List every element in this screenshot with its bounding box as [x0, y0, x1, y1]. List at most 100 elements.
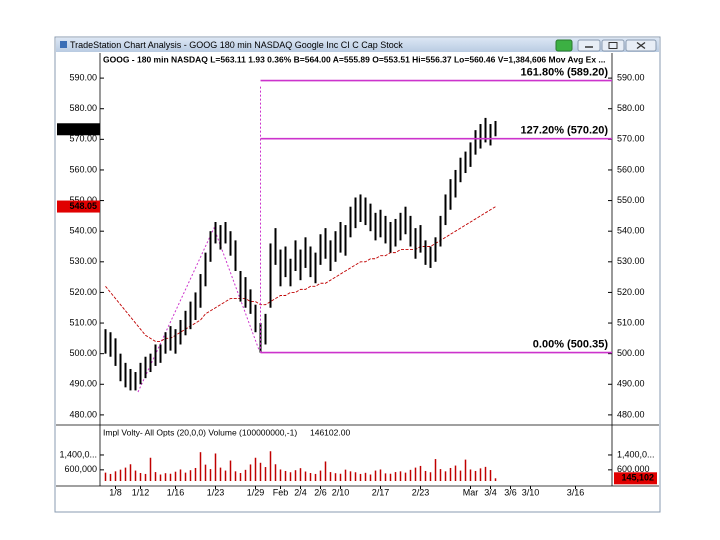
y-tick-label-left: 490.00	[69, 379, 97, 389]
volume-bar	[414, 467, 417, 481]
volume-bar	[259, 462, 262, 481]
y-tick-label-left: 520.00	[69, 287, 97, 297]
volume-bar	[419, 465, 422, 481]
y-tick-label-right: 590.00	[617, 72, 645, 82]
volume-bar	[484, 466, 487, 481]
volume-bar	[169, 473, 172, 481]
x-tick-label: 1/23	[207, 487, 225, 497]
volume-bar	[239, 473, 242, 481]
x-tick-label: 2/10	[332, 487, 350, 497]
volume-bar	[439, 469, 442, 481]
volume-bar	[334, 473, 337, 481]
x-tick-label: 1/12	[132, 487, 150, 497]
volume-bar	[189, 470, 192, 481]
volume-bar	[389, 473, 392, 481]
volume-header-value: 146102.00	[310, 427, 350, 437]
y-tick-label-right: 500.00	[617, 348, 645, 358]
volume-bar	[364, 472, 367, 481]
volume-bar	[204, 464, 207, 481]
volume-bar	[479, 468, 482, 481]
volume-bar	[449, 467, 452, 481]
x-tick-label: 1/29	[247, 487, 265, 497]
x-tick-label: 3/10	[522, 487, 540, 497]
volume-bar	[369, 474, 372, 481]
volume-bar	[249, 464, 252, 481]
volume-bar	[209, 469, 212, 481]
last-price-label: 573.29	[69, 124, 97, 134]
x-tick-label: 3/4	[484, 487, 497, 497]
x-tick-label: Mar	[463, 487, 479, 497]
volume-bar	[149, 457, 152, 481]
x-tick-label: 1/16	[167, 487, 185, 497]
x-tick-label: 1/8	[109, 487, 122, 497]
title-bar	[56, 38, 659, 52]
maximize-icon	[608, 42, 618, 49]
volume-bar	[489, 470, 492, 481]
volume-bar	[314, 473, 317, 481]
y-tick-label-left: 540.00	[69, 226, 97, 236]
volume-bar	[199, 452, 202, 481]
volume-bar	[459, 470, 462, 481]
x-tick-label: 3/16	[567, 487, 585, 497]
volume-bar	[194, 467, 197, 481]
maximize-button[interactable]	[601, 39, 625, 52]
volume-bar	[144, 473, 147, 481]
y-tick-label-right: 530.00	[617, 256, 645, 266]
volume-bar	[474, 470, 477, 481]
x-tick-label: 3/6	[504, 487, 517, 497]
volume-bar	[289, 472, 292, 481]
volume-bar	[299, 468, 302, 481]
y-tick-label-left: 480.00	[69, 409, 97, 419]
y-tick-label-right: 560.00	[617, 164, 645, 174]
y-tick-label-left: 560.00	[69, 164, 97, 174]
y-tick-label-right: 570.00	[617, 134, 645, 144]
volume-bar	[424, 470, 427, 481]
window-frame	[54, 36, 661, 513]
y-tick-label-right: 580.00	[617, 103, 645, 113]
close-icon	[636, 41, 646, 50]
volume-bar	[114, 471, 117, 481]
volume-bar	[319, 470, 322, 481]
volume-tick-label-right: 600,000	[617, 464, 650, 474]
volume-bar	[349, 471, 352, 481]
y-tick-label-left: 530.00	[69, 256, 97, 266]
y-tick-label-left: 510.00	[69, 317, 97, 327]
volume-bar	[174, 471, 177, 481]
volume-bar	[219, 467, 222, 481]
volume-bar	[344, 469, 347, 481]
x-tick-label: 2/4	[294, 487, 307, 497]
volume-tick-label-right: 1,400,0...	[617, 449, 655, 459]
volume-bar	[429, 472, 432, 481]
x-tick-label: 2/6	[314, 487, 327, 497]
y-tick-label-right: 490.00	[617, 379, 645, 389]
volume-bar	[394, 472, 397, 481]
volume-bar	[159, 474, 162, 481]
last-volume-box	[614, 472, 657, 485]
y-tick-label-right: 550.00	[617, 195, 645, 205]
volume-tick-label-left: 1,400,0...	[59, 449, 97, 459]
volume-bar	[254, 457, 257, 481]
volume-bar	[434, 459, 437, 481]
volume-bar	[399, 471, 402, 481]
y-tick-label-right: 540.00	[617, 226, 645, 236]
volume-bar	[279, 469, 282, 481]
x-tick-label: 2/17	[372, 487, 390, 497]
volume-bar	[184, 472, 187, 481]
volume-bar	[404, 472, 407, 481]
status-button[interactable]	[555, 39, 573, 52]
app-icon	[60, 41, 67, 48]
volume-bar	[384, 473, 387, 481]
volume-bar	[329, 472, 332, 481]
y-tick-label-left: 500.00	[69, 348, 97, 358]
volume-bar	[154, 472, 157, 481]
volume-bar	[464, 459, 467, 481]
y-tick-label-left: 550.00	[69, 195, 97, 205]
y-tick-label-right: 520.00	[617, 287, 645, 297]
volume-bar	[264, 467, 267, 481]
minimize-button[interactable]	[577, 39, 601, 52]
volume-bar	[119, 469, 122, 481]
marker-price-label: 548.05	[69, 201, 97, 211]
window-title: TradeStation Chart Analysis - GOOG 180 m…	[70, 40, 403, 50]
volume-bar	[324, 461, 327, 481]
